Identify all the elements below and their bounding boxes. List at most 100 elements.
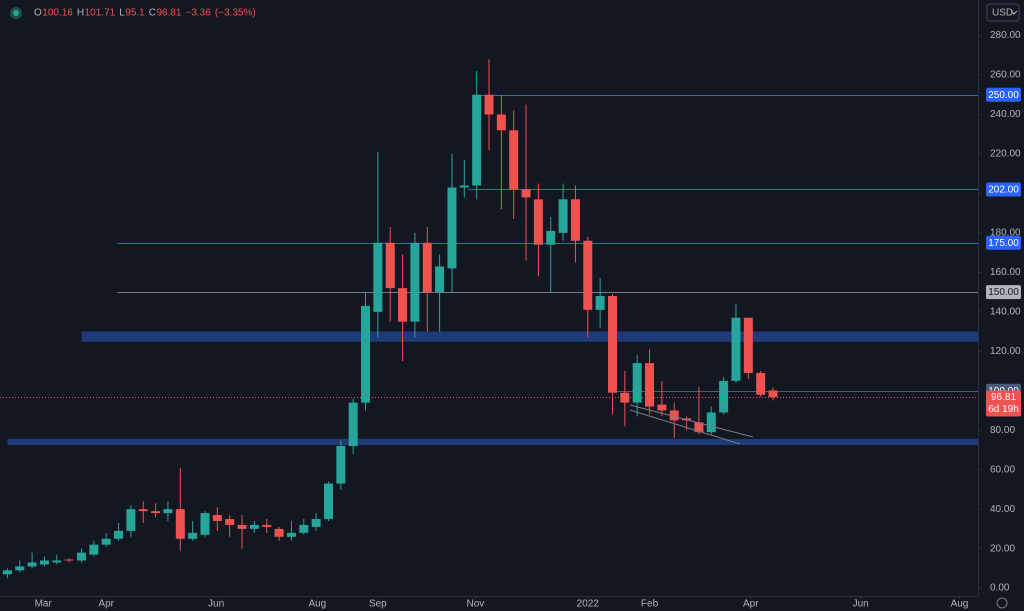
candle-body: [89, 544, 99, 555]
y-tick-label: 140.00: [990, 306, 1021, 317]
header-close: 96.81: [156, 8, 181, 19]
candle-body: [447, 187, 457, 269]
candle-body: [546, 230, 556, 245]
candle-body: [756, 372, 766, 395]
candle-body: [163, 509, 173, 514]
dropdown-icon[interactable]: [1010, 10, 1018, 15]
candle-body: [632, 363, 642, 403]
candle-body: [237, 524, 247, 529]
y-tick-label: 220.00: [990, 149, 1021, 160]
candle-body: [286, 532, 296, 537]
x-tick-label: Feb: [641, 599, 659, 610]
candle-body: [27, 562, 37, 567]
candle-body: [410, 242, 420, 322]
candle-body: [459, 185, 469, 188]
candle-body: [175, 509, 185, 539]
candle-body: [311, 519, 321, 527]
candle-body: [225, 519, 235, 525]
candle-body: [435, 266, 445, 293]
candle-body: [249, 524, 259, 529]
ohlc-header: O 100.16 H 101.71 L 95.1 C 96.81 −3.36 (−3.35%): [34, 8, 256, 19]
y-tick-label: 40.00: [990, 504, 1015, 515]
candle-body: [101, 538, 111, 545]
header-low: 95.1: [125, 8, 145, 19]
candle-body: [348, 402, 358, 447]
candle-body: [274, 528, 284, 537]
level-label: 175.00: [988, 238, 1019, 249]
y-tick-label: 160.00: [990, 267, 1021, 278]
candle-body: [151, 511, 161, 514]
x-tick-label: Apr: [98, 599, 114, 610]
candle-body: [719, 380, 729, 413]
x-tick-label: 2022: [577, 599, 600, 610]
candle-body: [373, 242, 383, 312]
candle-body: [570, 199, 580, 241]
y-tick-label: 280.00: [990, 30, 1021, 41]
x-tick-label: Apr: [743, 599, 759, 610]
candle-body: [509, 130, 519, 190]
candle-body: [645, 363, 655, 407]
header-open-label: O: [34, 8, 42, 19]
candle-body: [607, 296, 617, 393]
x-tick-label: Jun: [208, 599, 224, 610]
currency[interactable]: USD: [992, 8, 1013, 19]
candle-body: [768, 390, 778, 398]
x-tick-label: Aug: [951, 599, 969, 610]
candle-body: [126, 509, 136, 531]
x-tick-label: Nov: [467, 599, 485, 610]
candle-body: [484, 94, 494, 115]
settings-icon[interactable]: [996, 597, 1008, 609]
candle-body: [77, 552, 86, 561]
zone: [81, 331, 978, 342]
y-tick-label: 80.00: [990, 425, 1015, 436]
level-label-box: [986, 87, 1021, 102]
y-tick-label: 60.00: [990, 464, 1015, 475]
candle-body: [694, 422, 704, 433]
candle-body: [385, 242, 395, 289]
header-high: 101.71: [85, 8, 116, 19]
candle-body: [15, 566, 25, 571]
candle-body: [521, 189, 531, 198]
zone: [7, 438, 978, 446]
level-label-box: [986, 235, 1021, 250]
candle-body: [39, 560, 49, 565]
candle-body: [595, 296, 605, 310]
header-close-label: C: [149, 8, 156, 19]
candle-body: [188, 532, 198, 539]
candle-body: [336, 446, 346, 484]
candle-body: [64, 559, 74, 561]
x-tick-label: Jun: [853, 599, 869, 610]
y-tick-label: 20.00: [990, 543, 1015, 554]
x-tick-label: Mar: [35, 599, 53, 610]
candle-body: [212, 515, 222, 522]
y-tick-label: 120.00: [990, 346, 1021, 357]
level-label-box: [986, 182, 1021, 197]
status-dot: [13, 10, 19, 16]
candle-body: [743, 317, 753, 373]
candle-body: [422, 242, 432, 293]
candle-body: [323, 483, 333, 520]
last-price-label: 96.81: [991, 392, 1016, 403]
level-label: 150.00: [988, 287, 1019, 298]
plot: 0.0020.0040.0060.0080.00100.00120.00140.…: [0, 30, 1021, 610]
candle-body: [138, 509, 148, 512]
level-label-box: [986, 285, 1021, 300]
candle-body: [200, 513, 210, 535]
candle-body: [299, 524, 309, 533]
header-change-percent: (−3.35%): [215, 8, 256, 19]
header-low-label: L: [119, 8, 125, 19]
candle-body: [583, 240, 593, 310]
trend-line: [629, 409, 741, 445]
y-tick-label: 260.00: [990, 70, 1021, 81]
candle-body: [496, 114, 506, 131]
candle-body: [398, 288, 408, 322]
trend-line: [629, 404, 754, 438]
currency-button[interactable]: [986, 3, 1020, 22]
y-tick-label: 180.00: [990, 228, 1021, 239]
level-label: 202.00: [988, 185, 1019, 196]
candle-body: [731, 317, 741, 381]
y-tick-label: 0.00: [990, 583, 1010, 594]
candle-body: [114, 530, 124, 539]
